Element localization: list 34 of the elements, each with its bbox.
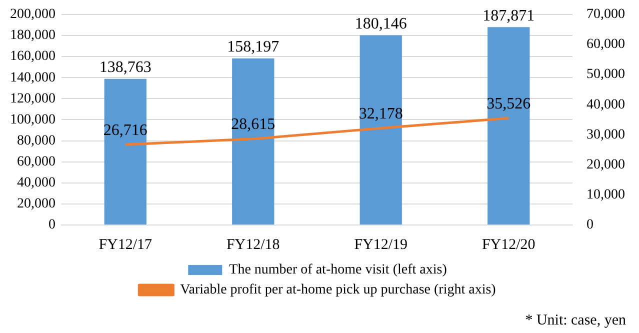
y2-tick-label: 30,000 — [586, 127, 625, 142]
bar — [360, 35, 402, 224]
text: * Unit: case, yen — [525, 312, 626, 328]
legend-label: The number of at-home visit (left axis) — [229, 262, 448, 278]
y2-tick-label: 40,000 — [586, 97, 625, 112]
bar — [232, 58, 274, 224]
y-tick-label: 180,000 — [10, 28, 56, 44]
bar — [104, 78, 146, 224]
y2-tick-label: 60,000 — [586, 37, 625, 52]
y-tick-label: 100,000 — [10, 112, 56, 128]
data-label: 158,197 — [227, 38, 280, 56]
y-tick-label: 160,000 — [10, 49, 56, 64]
x-tick-label: FY12/17 — [98, 236, 153, 253]
legend-label: Variable profit per at-home pick up purchase (right axis) — [180, 282, 496, 298]
x-tick-label: FY12/19 — [354, 236, 408, 253]
y2-tick-label: 10,000 — [586, 188, 625, 203]
y-tick-label: 140,000 — [10, 70, 56, 86]
y2-tick-label: 20,000 — [586, 158, 625, 172]
y2-tick-label: 50,000 — [586, 67, 625, 82]
y-tick-label: 60,000 — [17, 154, 56, 170]
bar — [488, 27, 530, 224]
y2-tick-label: 70,000 — [586, 7, 625, 22]
y2-tick-label: 0 — [586, 218, 594, 233]
y-tick-label: 120,000 — [10, 91, 56, 106]
y-tick-label: 200,000 — [10, 7, 56, 22]
y-tick-label: 80,000 — [17, 133, 56, 148]
data-label: 180,146 — [354, 16, 407, 33]
x-tick-label: FY12/20 — [482, 236, 536, 253]
y-tick-label: 0 — [48, 218, 56, 233]
data-label: 187,871 — [482, 7, 535, 24]
y-tick-label: 40,000 — [17, 176, 56, 191]
y-tick-label: 20,000 — [17, 196, 56, 212]
data-label: 138,763 — [99, 59, 152, 76]
x-tick-label: FY12/18 — [226, 236, 280, 253]
